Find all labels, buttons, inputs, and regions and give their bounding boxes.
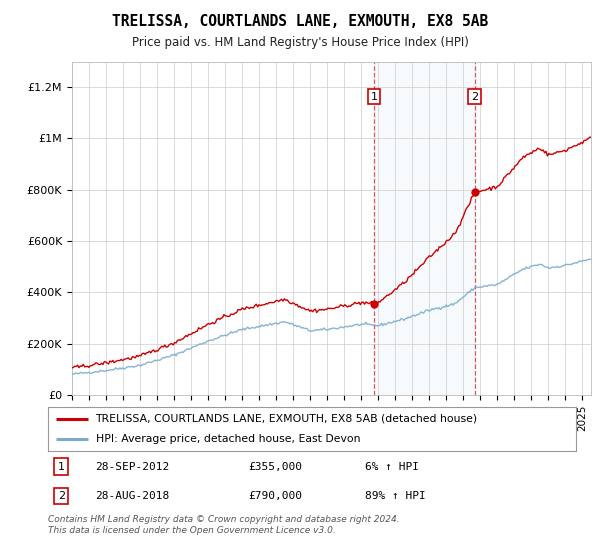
Text: HPI: Average price, detached house, East Devon: HPI: Average price, detached house, East… (95, 434, 360, 444)
Text: 2: 2 (58, 491, 65, 501)
Text: 89% ↑ HPI: 89% ↑ HPI (365, 491, 425, 501)
Bar (374, 62, 475, 395)
Text: 1: 1 (58, 461, 65, 472)
Text: Contains HM Land Registry data © Crown copyright and database right 2024.
This d: Contains HM Land Registry data © Crown c… (48, 515, 400, 535)
Text: Price paid vs. HM Land Registry's House Price Index (HPI): Price paid vs. HM Land Registry's House … (131, 36, 469, 49)
Text: TRELISSA, COURTLANDS LANE, EXMOUTH, EX8 5AB (detached house): TRELISSA, COURTLANDS LANE, EXMOUTH, EX8 … (95, 414, 478, 424)
Text: 1: 1 (371, 92, 377, 101)
Text: 28-SEP-2012: 28-SEP-2012 (95, 461, 170, 472)
Text: 28-AUG-2018: 28-AUG-2018 (95, 491, 170, 501)
Text: 6% ↑ HPI: 6% ↑ HPI (365, 461, 419, 472)
Text: £355,000: £355,000 (248, 461, 302, 472)
Text: £790,000: £790,000 (248, 491, 302, 501)
Text: 2: 2 (471, 92, 478, 101)
Text: TRELISSA, COURTLANDS LANE, EXMOUTH, EX8 5AB: TRELISSA, COURTLANDS LANE, EXMOUTH, EX8 … (112, 14, 488, 29)
